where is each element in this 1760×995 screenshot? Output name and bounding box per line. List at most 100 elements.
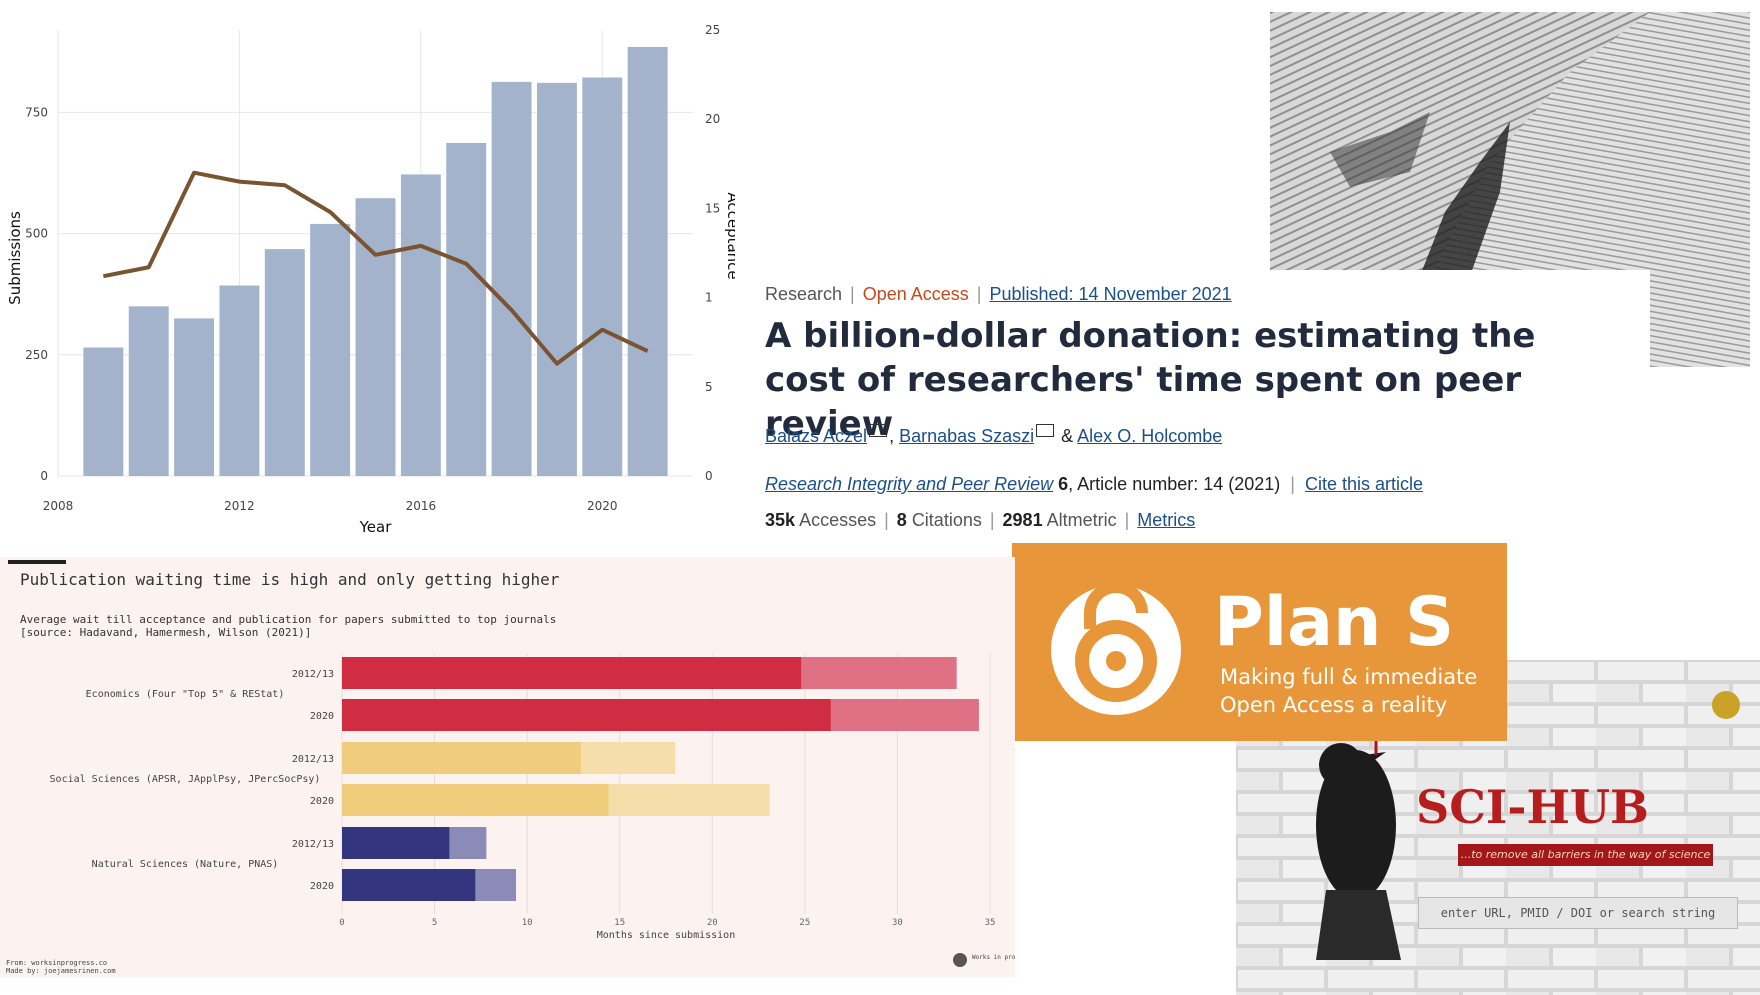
year-label: 2020	[310, 881, 334, 892]
acceptance-bar	[342, 784, 609, 816]
footer-credit: Made by: joejamesrinen.com	[6, 967, 116, 975]
x-tick-label: 5	[432, 918, 437, 928]
chart-subtitle: Average wait till acceptance and publica…	[20, 613, 556, 626]
y2-tick-label: 15	[705, 201, 720, 215]
metrics-link[interactable]: Metrics	[1137, 510, 1196, 530]
author-link-szaszi[interactable]: Barnabas Szaszi	[899, 426, 1035, 446]
plan-s-subtitle-line2: Open Access a reality	[1220, 693, 1448, 717]
logo-text: Works in progress	[972, 954, 1015, 961]
bar-2019	[536, 82, 577, 476]
x-tick-label: 2016	[406, 499, 437, 513]
email-icon[interactable]	[869, 424, 888, 437]
bar-2009	[83, 347, 124, 476]
accesses-count: 35k	[765, 510, 796, 530]
waiting-time-chart-panel: Publication waiting time is high and onl…	[0, 557, 1015, 977]
plan-s-panel: Plan S Making full & immediate Open Acce…	[1012, 543, 1507, 741]
x-tick-label: 25	[799, 918, 810, 928]
title-accent-bar	[8, 560, 66, 564]
x-tick-label: 2020	[587, 499, 618, 513]
journal-link[interactable]: Research Integrity and Peer Review	[765, 474, 1054, 494]
year-label: 2012/13	[292, 669, 334, 680]
plan-s-subtitle-line1: Making full & immediate	[1220, 665, 1478, 689]
x-tick-label: 30	[892, 918, 903, 928]
published-date-link[interactable]: Published: 14 November 2021	[989, 284, 1232, 304]
x-tick-label: 15	[614, 918, 625, 928]
article-type: Research	[765, 284, 843, 304]
journal-volume: 6	[1058, 474, 1069, 494]
plan-s-title: Plan S	[1214, 583, 1455, 662]
scihub-search-input[interactable]: enter URL, PMID / DOI or search string	[1418, 897, 1738, 929]
chart-source: [source: Hadavand, Hamermesh, Wilson (20…	[20, 626, 311, 639]
year-label: 2012/13	[292, 839, 334, 850]
bar-2013	[264, 249, 305, 476]
bar-2012	[219, 285, 260, 476]
x-axis-label: Year	[359, 518, 393, 536]
award-icon	[1712, 691, 1740, 719]
footer-source: From: worksinprogress.co	[6, 959, 107, 967]
altmetric-count: 2981	[1002, 510, 1043, 530]
year-label: 2020	[310, 796, 334, 807]
bar-2020	[582, 77, 623, 476]
altmetric-label: Altmetric	[1046, 510, 1117, 530]
y-axis-label: Submissions	[6, 211, 24, 305]
year-label: 2012/13	[292, 754, 334, 765]
x-axis-label: Months since submission	[597, 930, 735, 941]
acceptance-line	[102, 170, 649, 366]
y-tick-label: 0	[40, 469, 48, 483]
article-metrics: 35k Accesses | 8 Citations | 2981 Altmetric |…	[765, 510, 1196, 530]
y2-tick-label: 1	[705, 291, 713, 305]
author-link-holcombe[interactable]: Alex O. Holcombe	[1077, 426, 1223, 446]
x-tick-label: 2008	[43, 499, 74, 513]
cite-this-article-link[interactable]: Cite this article	[1304, 474, 1424, 494]
y-tick-label: 750	[25, 105, 48, 119]
group-label: Natural Sciences (Nature, PNAS)	[92, 859, 279, 870]
y2-tick-label: 20	[705, 112, 720, 126]
open-access-label: Open Access	[862, 284, 969, 304]
submissions-chart-panel: 0 250 500 750 0 5 1 15 20 25 2008 2012 2016 2020 Year S…	[0, 0, 735, 545]
y2-tick-label: 5	[705, 380, 713, 394]
x-tick-label: 0	[339, 918, 344, 928]
chart-title: Publication waiting time is high and onl…	[20, 570, 560, 589]
submissions-chart: 0 250 500 750 0 5 1 15 20 25 2008 2012 2016 2020 Year S…	[6, 23, 735, 536]
y-tick-label: 500	[25, 227, 48, 241]
acceptance-bar	[342, 699, 831, 731]
acceptance-bar	[342, 827, 450, 859]
article-title: A billion-dollar donation: estimating th…	[765, 316, 1536, 444]
waiting-time-chart: Publication waiting time is high and onl…	[6, 560, 1015, 975]
bar-2011	[174, 318, 215, 476]
acceptance-bar	[342, 869, 476, 901]
group-label: Social Sciences (APSR, JApplPsy, JPercSo…	[50, 774, 321, 785]
bar-2018	[491, 81, 532, 477]
author-list: Balazs Aczel, Barnabas Szaszi & Alex O. …	[765, 424, 1223, 446]
bar-2016	[400, 174, 441, 476]
scihub-tagline: ...to remove all barriers in the way of …	[1458, 844, 1713, 866]
x-tick-label: 20	[707, 918, 718, 928]
x-tick-label: 2012	[224, 499, 255, 513]
bar-2010	[128, 306, 169, 476]
x-tick-label: 10	[522, 918, 533, 928]
citations-count: 8	[896, 510, 907, 530]
author-link-aczel[interactable]: Balazs Aczel	[765, 426, 868, 446]
article-header: Research | Open Access | Published: 14 Novem…	[755, 270, 1650, 545]
journal-citation: Research Integrity and Peer Review 6, Ar…	[765, 474, 1424, 494]
accesses-label: Accesses	[799, 510, 877, 530]
y2-axis-label: Acceptance	[724, 192, 735, 279]
bar-2014	[310, 223, 351, 476]
year-label: 2020	[310, 711, 334, 722]
y-tick-label: 250	[25, 348, 48, 362]
article-meta: Research | Open Access | Published: 14 Novem…	[765, 284, 1232, 304]
x-tick-label: 35	[985, 918, 996, 928]
y2-tick-label: 0	[705, 469, 713, 483]
works-in-progress-logo-icon	[953, 953, 967, 967]
acceptance-bar	[342, 742, 581, 774]
plan-s-subtitle: Making full & immediate Open Access a re…	[1220, 663, 1507, 719]
group-label: Economics (Four "Top 5" & REStat)	[86, 689, 285, 700]
email-icon[interactable]	[1036, 424, 1055, 437]
citations-label: Citations	[911, 510, 982, 530]
scihub-title: SCI-HUB	[1416, 780, 1649, 834]
crow-logo-icon	[1316, 721, 1401, 960]
y2-tick-label: 25	[705, 23, 720, 37]
bar-2017	[446, 142, 487, 476]
article-number: , Article number: 14 (2021)	[1068, 474, 1281, 494]
acceptance-bar	[342, 657, 802, 689]
